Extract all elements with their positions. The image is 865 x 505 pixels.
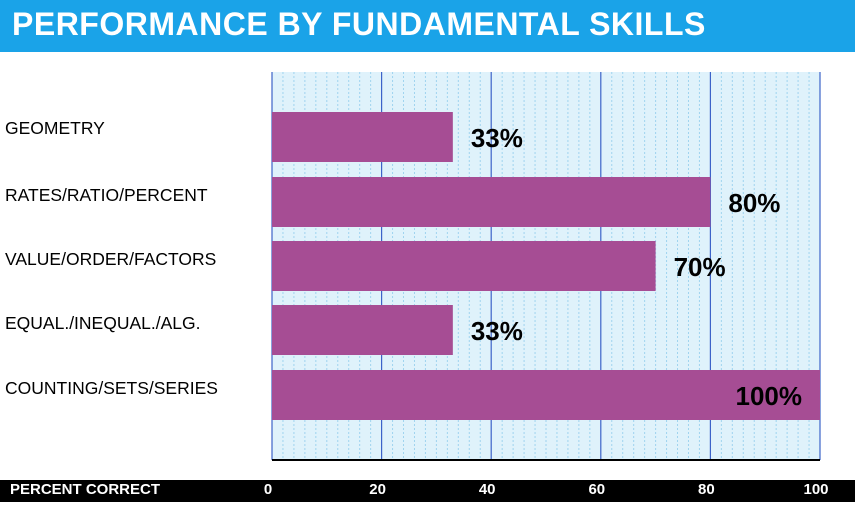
x-tick-label-20: 20 xyxy=(369,481,386,498)
x-tick-label-80: 80 xyxy=(698,481,715,498)
title-bar: PERFORMANCE BY FUNDAMENTAL SKILLS xyxy=(0,0,855,52)
category-label-2: VALUE/ORDER/FACTORS xyxy=(5,249,217,269)
category-label-0: GEOMETRY xyxy=(5,118,105,138)
x-tick-label-100: 100 xyxy=(803,481,829,498)
x-tick-label-60: 60 xyxy=(588,481,606,498)
data-label-4: 100% xyxy=(736,381,803,411)
bar-4 xyxy=(272,370,820,420)
category-label-3: EQUAL./INEQUAL./ALG. xyxy=(5,313,201,333)
x-tick-label-40: 40 xyxy=(478,481,496,498)
chart-title: PERFORMANCE BY FUNDAMENTAL SKILLS xyxy=(12,6,706,42)
x-tick-label-0: 0 xyxy=(263,481,273,498)
bar-1 xyxy=(272,177,711,227)
data-label-3: 33% xyxy=(471,316,523,346)
data-label-1: 80% xyxy=(728,188,780,218)
bar-2 xyxy=(272,241,656,291)
bar-0 xyxy=(272,112,453,162)
data-label-2: 70% xyxy=(674,252,726,282)
data-label-0: 33% xyxy=(471,123,523,153)
x-axis-title: PERCENT CORRECT xyxy=(10,481,161,498)
category-label-4: COUNTING/SETS/SERIES xyxy=(5,378,218,398)
bar-3 xyxy=(272,305,453,355)
x-axis-bar xyxy=(0,480,855,502)
category-label-1: RATES/RATIO/PERCENT xyxy=(5,185,208,205)
